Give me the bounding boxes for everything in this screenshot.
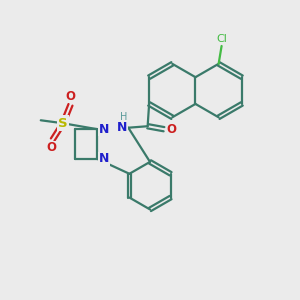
Text: N: N	[99, 123, 109, 136]
Text: Cl: Cl	[216, 34, 227, 44]
Text: O: O	[167, 123, 176, 136]
Text: O: O	[65, 90, 76, 103]
Text: N: N	[117, 121, 128, 134]
Text: H: H	[120, 112, 127, 122]
Text: S: S	[58, 117, 68, 130]
Text: O: O	[46, 141, 56, 154]
Text: N: N	[99, 152, 109, 165]
